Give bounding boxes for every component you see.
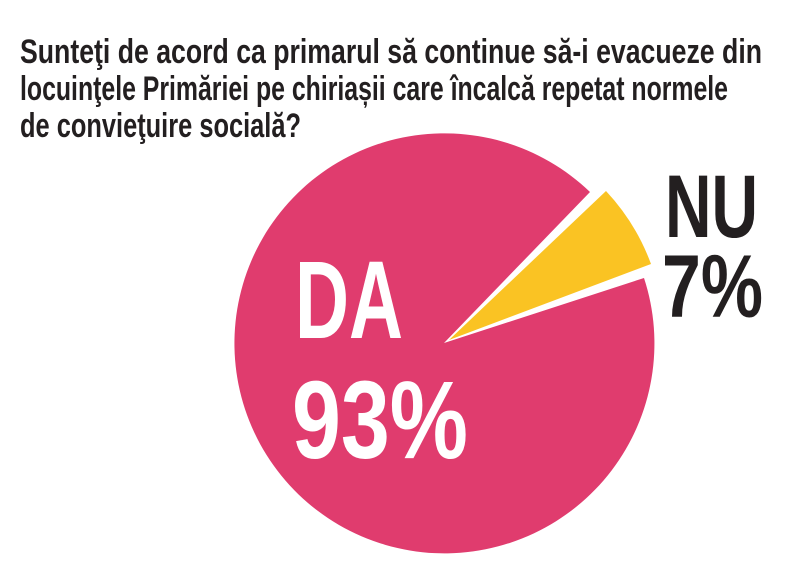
- slice-label-da: DA: [295, 239, 403, 362]
- question-line-3: de convieţuire socială?: [20, 107, 301, 145]
- pie-slice-da: [234, 133, 655, 554]
- pie-slice-nu: [449, 191, 651, 340]
- da-label-group: DA 93%: [292, 239, 468, 482]
- slice-label-nu: NU: [665, 156, 758, 256]
- question-line-1: Sunteţi de acord ca primarul să continue…: [20, 33, 762, 71]
- slice-value-nu: 7%: [662, 236, 763, 336]
- question-line-2: locuinţele Primăriei pe chiriașii care î…: [20, 70, 728, 108]
- nu-label-group: NU 7%: [662, 156, 763, 336]
- slice-value-da: 93%: [292, 359, 468, 482]
- question-heading: Sunteţi de acord ca primarul să continue…: [20, 33, 762, 145]
